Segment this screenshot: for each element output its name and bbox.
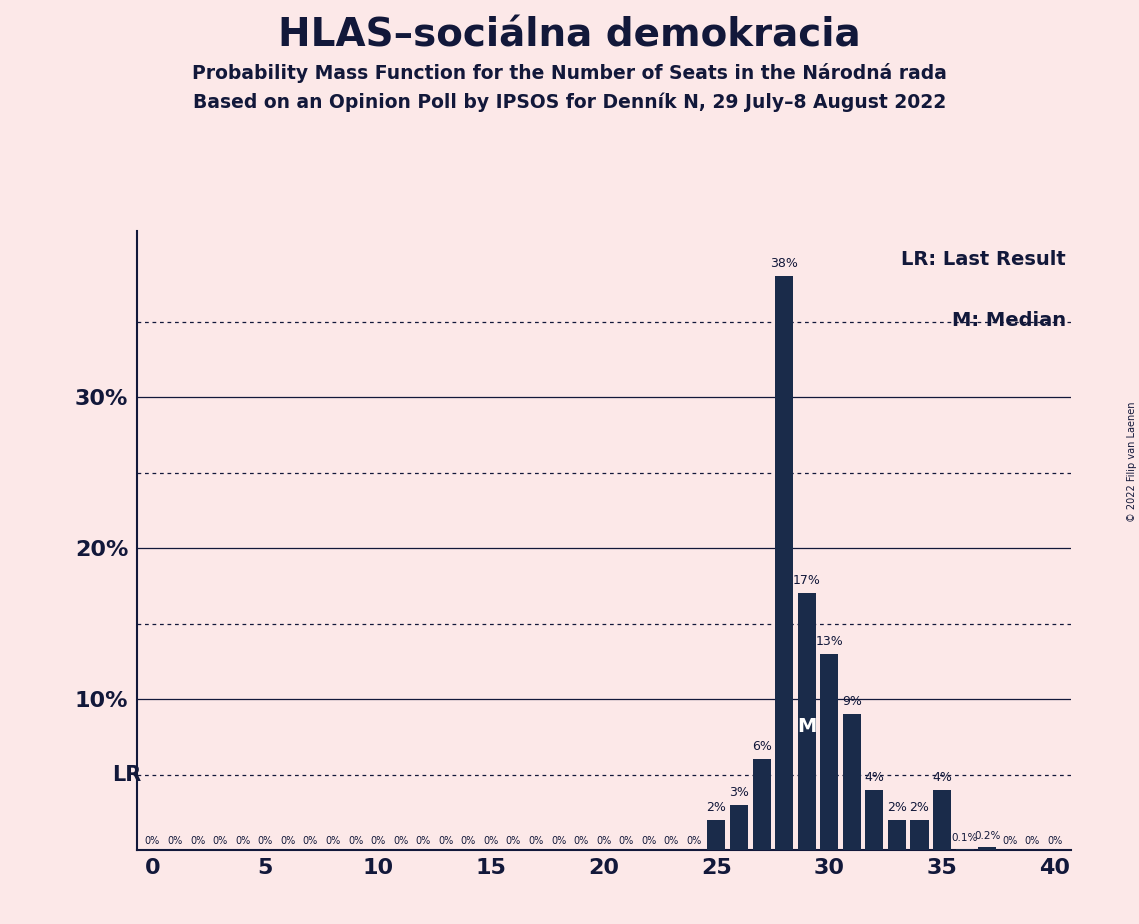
Text: 0%: 0% [687,836,702,846]
Text: LR: LR [112,764,141,784]
Text: 0%: 0% [370,836,386,846]
Text: 0%: 0% [393,836,408,846]
Text: 0%: 0% [439,836,453,846]
Text: 0%: 0% [303,836,318,846]
Text: 0%: 0% [326,836,341,846]
Text: © 2022 Filip van Laenen: © 2022 Filip van Laenen [1126,402,1137,522]
Bar [956,848,974,850]
Text: 0%: 0% [1025,836,1040,846]
Text: Based on an Opinion Poll by IPSOS for Denník N, 29 July–8 August 2022: Based on an Opinion Poll by IPSOS for De… [192,92,947,112]
Text: M: M [797,717,817,736]
Bar [843,714,861,850]
Text: 0%: 0% [506,836,521,846]
Text: 0.1%: 0.1% [951,833,977,843]
Bar [797,593,816,850]
Bar [776,276,793,850]
Bar [933,790,951,850]
Text: 0%: 0% [641,836,656,846]
Bar [888,820,906,850]
Bar [707,820,726,850]
Text: 17%: 17% [793,575,820,588]
Bar [820,654,838,850]
Text: 0%: 0% [1047,836,1063,846]
Text: 0%: 0% [280,836,295,846]
Text: 3%: 3% [729,785,749,798]
Text: 0%: 0% [483,836,499,846]
Text: 2%: 2% [706,801,727,814]
Text: 0%: 0% [573,836,589,846]
Text: M: Median: M: Median [952,311,1066,331]
Bar [910,820,928,850]
Text: 0%: 0% [528,836,543,846]
Text: 0%: 0% [235,836,251,846]
Text: 0%: 0% [618,836,634,846]
Text: 0%: 0% [551,836,566,846]
Text: 0%: 0% [145,836,161,846]
Bar [753,760,771,850]
Text: 0%: 0% [213,836,228,846]
Text: 0%: 0% [190,836,205,846]
Text: HLAS–sociálna demokracia: HLAS–sociálna demokracia [278,17,861,55]
Text: 0.2%: 0.2% [974,831,1000,841]
Text: 0%: 0% [347,836,363,846]
Text: 0%: 0% [257,836,273,846]
Text: 13%: 13% [816,635,843,648]
Text: 2%: 2% [887,801,907,814]
Text: 9%: 9% [842,695,862,708]
Text: 6%: 6% [752,740,771,753]
Text: 0%: 0% [167,836,182,846]
Text: 0%: 0% [1002,836,1017,846]
Bar [866,790,884,850]
Text: 0%: 0% [460,836,476,846]
Text: 4%: 4% [932,771,952,784]
Text: 0%: 0% [416,836,431,846]
Bar [978,847,997,850]
Text: 0%: 0% [596,836,612,846]
Text: 4%: 4% [865,771,884,784]
Text: 2%: 2% [910,801,929,814]
Bar [730,805,748,850]
Text: Probability Mass Function for the Number of Seats in the Národná rada: Probability Mass Function for the Number… [192,63,947,83]
Text: LR: Last Result: LR: Last Result [901,249,1066,269]
Text: 0%: 0% [664,836,679,846]
Text: 38%: 38% [770,257,798,270]
